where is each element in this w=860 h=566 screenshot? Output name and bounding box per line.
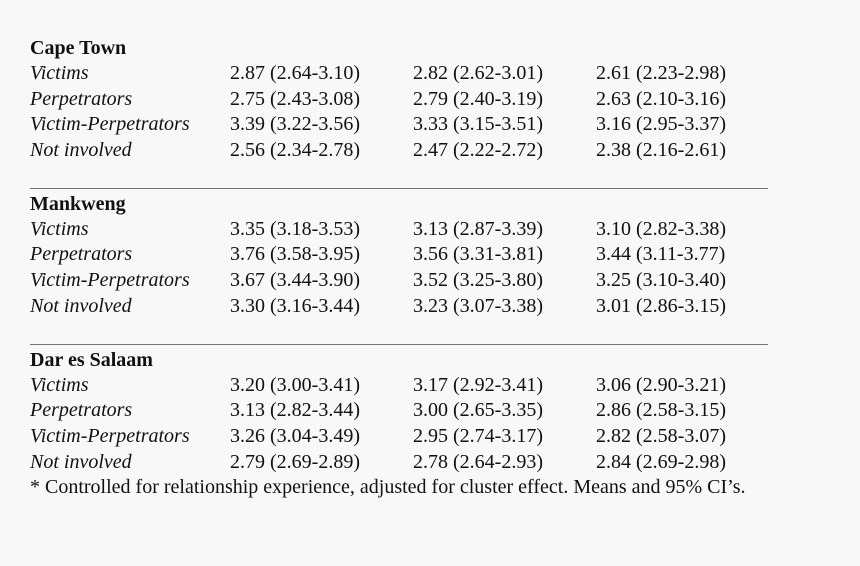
cell-value: 3.35 (3.18-3.53) bbox=[230, 217, 360, 240]
cell-value: 3.52 (3.25-3.80) bbox=[413, 269, 543, 292]
section-title: Mankweng bbox=[30, 192, 126, 215]
cell-value: 2.82 (2.62-3.01) bbox=[413, 62, 543, 84]
row-label: Victim-Perpetrators bbox=[30, 424, 190, 447]
cell-value: 3.17 (2.92-3.41) bbox=[413, 373, 543, 396]
cell-value: 3.26 (3.04-3.49) bbox=[230, 424, 360, 447]
table-row: Perpetrators 2.75 (2.43-3.08) 2.79 (2.40… bbox=[30, 87, 770, 113]
cell-value: 2.38 (2.16-2.61) bbox=[596, 139, 726, 162]
cell-value: 3.13 (2.87-3.39) bbox=[413, 217, 543, 240]
section-title: Cape Town bbox=[30, 37, 127, 59]
cell-value: 2.61 (2.23-2.98) bbox=[596, 62, 726, 84]
section-dar-es-salaam: Dar es Salaam Victims 3.20 (3.00-3.41) 3… bbox=[30, 348, 770, 476]
row-label: Victims bbox=[30, 217, 89, 240]
cell-value: 2.47 (2.22-2.72) bbox=[413, 139, 543, 162]
cell-value: 3.39 (3.22-3.56) bbox=[230, 113, 360, 136]
footnote: * Controlled for relationship experience… bbox=[30, 476, 746, 498]
cell-value: 2.95 (2.74-3.17) bbox=[413, 424, 543, 447]
row-label: Victim-Perpetrators bbox=[30, 269, 190, 292]
table-row: Victim-Perpetrators 3.67 (3.44-3.90) 3.5… bbox=[30, 268, 770, 294]
cell-value: 3.06 (2.90-3.21) bbox=[596, 373, 726, 396]
table-row: Not involved 3.30 (3.16-3.44) 3.23 (3.07… bbox=[30, 294, 770, 320]
cell-value: 2.79 (2.69-2.89) bbox=[230, 450, 360, 473]
table-row: Not involved 2.79 (2.69-2.89) 2.78 (2.64… bbox=[30, 450, 770, 476]
row-label: Not involved bbox=[30, 294, 132, 317]
cell-value: 2.78 (2.64-2.93) bbox=[413, 450, 543, 473]
row-label: Victims bbox=[30, 373, 89, 396]
cell-value: 3.20 (3.00-3.41) bbox=[230, 373, 360, 396]
section-mankweng: Mankweng Victims 3.35 (3.18-3.53) 3.13 (… bbox=[30, 192, 770, 320]
cell-value: 2.56 (2.34-2.78) bbox=[230, 139, 360, 162]
cell-value: 2.63 (2.10-3.16) bbox=[596, 87, 726, 110]
cell-value: 3.13 (2.82-3.44) bbox=[230, 399, 360, 422]
cell-value: 3.00 (2.65-3.35) bbox=[413, 399, 543, 422]
table-row: Victims 3.35 (3.18-3.53) 3.13 (2.87-3.39… bbox=[30, 217, 770, 243]
table-row: Perpetrators 3.76 (3.58-3.95) 3.56 (3.31… bbox=[30, 242, 770, 268]
table-row: Victim-Perpetrators 3.39 (3.22-3.56) 3.3… bbox=[30, 112, 770, 138]
results-table: Cape Town Victims 2.87 (2.64-3.10) 2.82 … bbox=[30, 36, 770, 475]
section-cape-town: Cape Town Victims 2.87 (2.64-3.10) 2.82 … bbox=[30, 36, 770, 164]
table-row: Not involved 2.56 (2.34-2.78) 2.47 (2.22… bbox=[30, 138, 770, 164]
cell-value: 3.25 (3.10-3.40) bbox=[596, 269, 726, 292]
cell-value: 2.86 (2.58-3.15) bbox=[596, 399, 726, 422]
cell-value: 3.76 (3.58-3.95) bbox=[230, 243, 360, 266]
table-row: Victim-Perpetrators 3.26 (3.04-3.49) 2.9… bbox=[30, 424, 770, 450]
cell-value: 2.87 (2.64-3.10) bbox=[230, 62, 360, 84]
row-label: Perpetrators bbox=[30, 243, 133, 266]
row-label: Victims bbox=[30, 62, 89, 84]
cell-value: 3.23 (3.07-3.38) bbox=[413, 294, 543, 317]
row-label: Perpetrators bbox=[30, 87, 133, 110]
table-row: Victims 2.87 (2.64-3.10) 2.82 (2.62-3.01… bbox=[30, 61, 770, 87]
section-title: Dar es Salaam bbox=[30, 348, 153, 371]
cell-value: 3.16 (2.95-3.37) bbox=[596, 113, 726, 136]
cell-value: 2.75 (2.43-3.08) bbox=[230, 87, 360, 110]
cell-value: 3.33 (3.15-3.51) bbox=[413, 113, 543, 136]
cell-value: 3.67 (3.44-3.90) bbox=[230, 269, 360, 292]
cell-value: 3.56 (3.31-3.81) bbox=[413, 243, 543, 266]
cell-value: 3.01 (2.86-3.15) bbox=[596, 294, 726, 317]
cell-value: 2.79 (2.40-3.19) bbox=[413, 87, 543, 110]
row-label: Not involved bbox=[30, 139, 132, 162]
row-label: Perpetrators bbox=[30, 399, 133, 422]
row-label: Victim-Perpetrators bbox=[30, 113, 190, 136]
cell-value: 3.10 (2.82-3.38) bbox=[596, 217, 726, 240]
table-row: Victims 3.20 (3.00-3.41) 3.17 (2.92-3.41… bbox=[30, 373, 770, 399]
cell-value: 3.30 (3.16-3.44) bbox=[230, 294, 360, 317]
cell-value: 2.82 (2.58-3.07) bbox=[596, 424, 726, 447]
section-divider bbox=[30, 343, 768, 345]
cell-value: 3.44 (3.11-3.77) bbox=[596, 243, 726, 266]
table-row: Perpetrators 3.13 (2.82-3.44) 3.00 (2.65… bbox=[30, 398, 770, 424]
row-label: Not involved bbox=[30, 450, 132, 473]
cell-value: 2.84 (2.69-2.98) bbox=[596, 450, 726, 473]
section-divider bbox=[30, 187, 768, 189]
